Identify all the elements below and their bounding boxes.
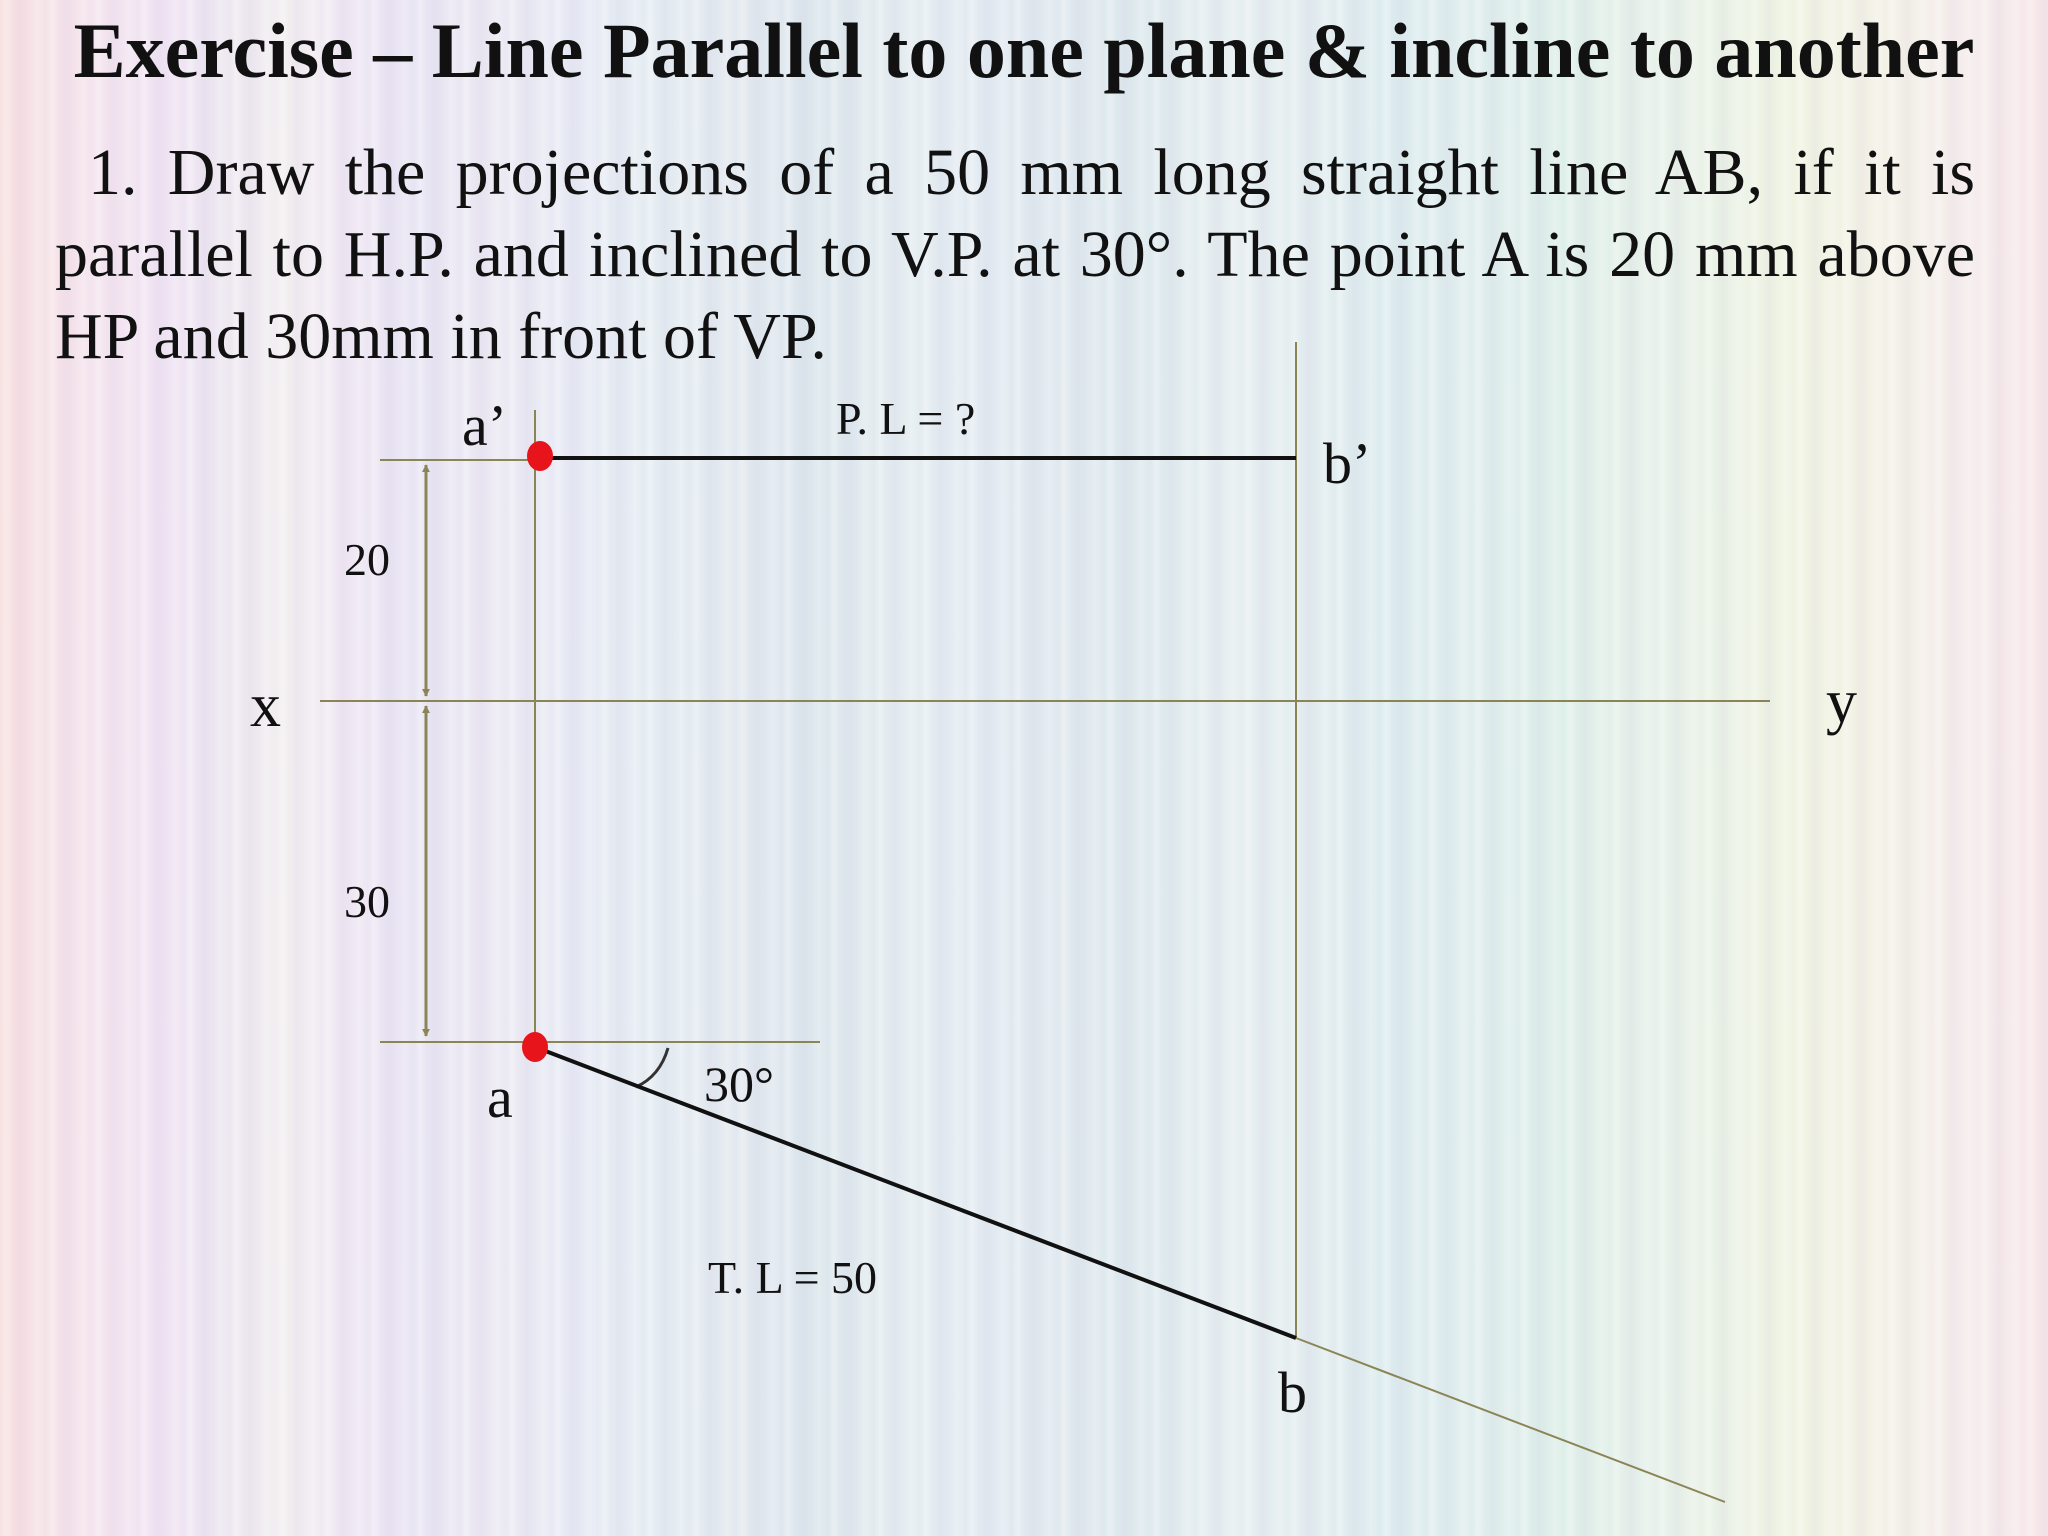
construction-lines <box>320 342 1770 1503</box>
point-a-prime <box>527 441 553 471</box>
label-b: b <box>1278 1360 1307 1425</box>
locus-line-b <box>1295 1337 1726 1503</box>
point-a <box>522 1032 548 1062</box>
label-dimension-30: 30 <box>344 876 390 927</box>
label-b-prime: b’ <box>1323 431 1371 496</box>
slide-title: Exercise – Line Parallel to one plane & … <box>73 7 1975 94</box>
label-a: a <box>487 1065 513 1130</box>
label-true-length: T. L = 50 <box>708 1252 877 1303</box>
label-a-prime: a’ <box>462 393 507 458</box>
problem-statement: 1. Draw the projections of a 50 mm long … <box>55 136 1975 373</box>
label-x: x <box>250 672 281 740</box>
label-plan-length: P. L = ? <box>836 393 975 444</box>
label-dimension-20: 20 <box>344 534 390 585</box>
label-angle-30: 30° <box>704 1056 774 1112</box>
angle-arc <box>635 1047 670 1089</box>
label-y: y <box>1826 668 1857 736</box>
top-view-line <box>534 1045 1297 1340</box>
